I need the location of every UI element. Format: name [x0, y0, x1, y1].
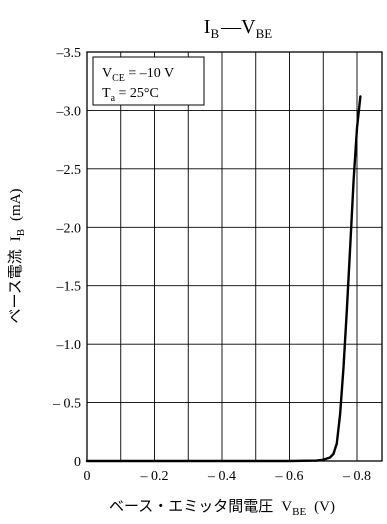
y-tick-label: –3.5 — [56, 46, 82, 61]
x-axis-label: ベース・エミッタ間電圧 VBE (V) — [109, 497, 335, 518]
chart-title: IB —VBE — [204, 16, 272, 41]
y-tick-label: –2.5 — [56, 163, 82, 178]
x-tick-label: – 0.6 — [275, 469, 304, 484]
x-tick-label: – 0.8 — [342, 469, 371, 484]
y-tick-label: 0 — [74, 455, 81, 470]
series-line-0 — [85, 95, 362, 463]
y-tick-label: –2.0 — [56, 221, 82, 236]
x-tick-label: 0 — [84, 469, 91, 484]
condition-ta: Ta = 25°C — [102, 86, 159, 104]
y-tick-label: –1.0 — [56, 338, 82, 353]
y-tick-label: – 0.5 — [52, 397, 81, 412]
y-tick-label: –1.5 — [56, 280, 82, 295]
plot-frame — [86, 51, 383, 462]
x-tick-label: – 0.4 — [207, 469, 236, 484]
y-axis-label: ベース電流IB(mA) — [6, 188, 27, 323]
x-tick-labels: 0 – 0.2 – 0.4 – 0.6 – 0.8 — [84, 469, 372, 484]
grid-lines — [87, 52, 382, 461]
y-tick-labels: 0 – 0.5 –1.0 –1.5 –2.0 –2.5 –3.0 –3.5 — [52, 46, 81, 470]
series-group — [85, 95, 362, 463]
condition-box — [92, 56, 205, 106]
x-tick-label: – 0.2 — [140, 469, 169, 484]
y-tick-label: –3.0 — [56, 104, 82, 119]
condition-vce: VCE = –10 V — [102, 66, 174, 84]
